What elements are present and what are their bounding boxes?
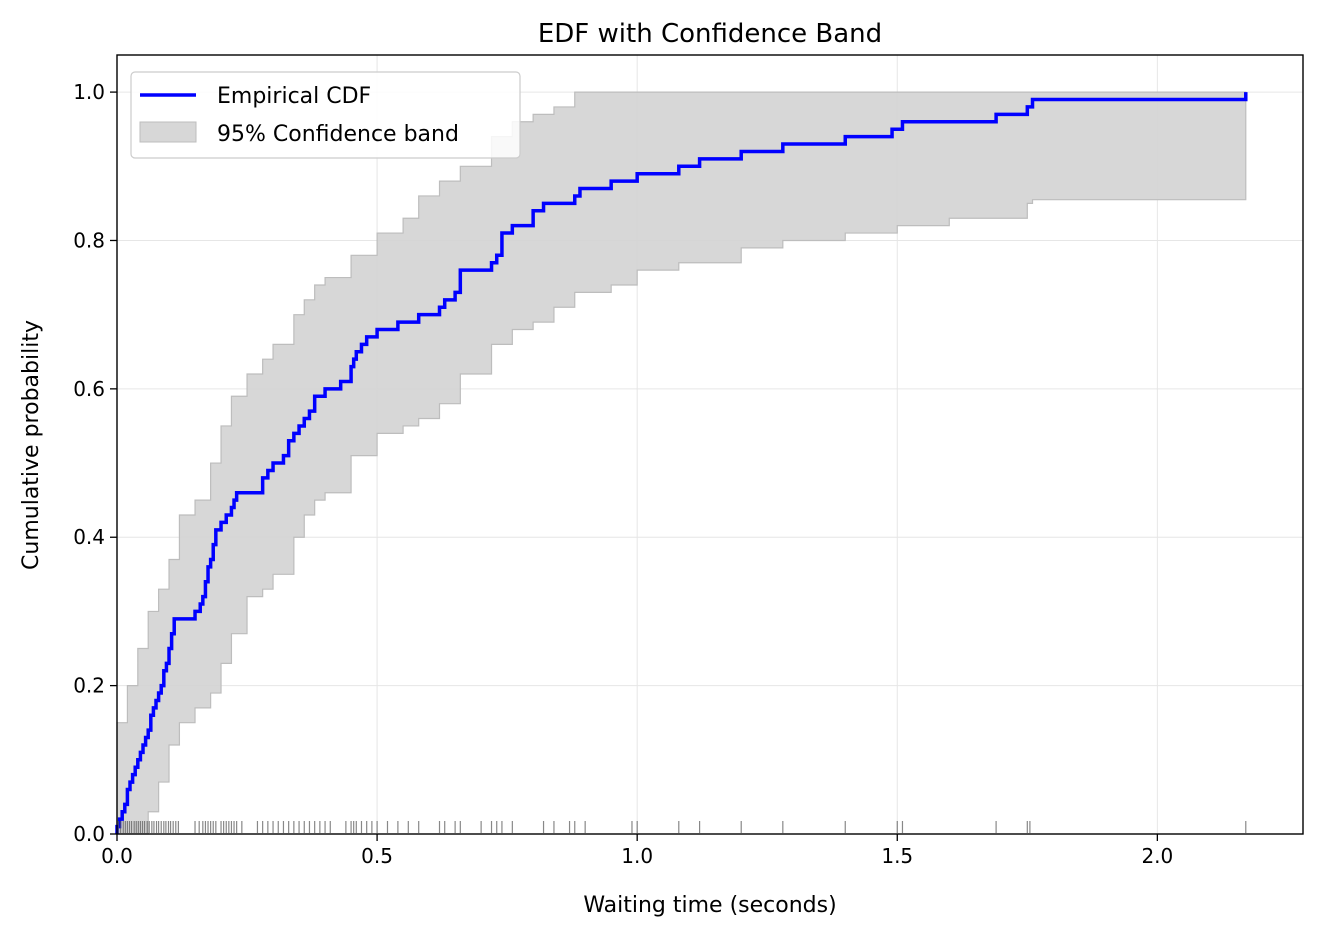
y-tick-label-5: 1.0 bbox=[73, 80, 105, 104]
legend-label-band: 95% Confidence band bbox=[217, 122, 459, 147]
y-tick-label-0: 0.0 bbox=[73, 822, 105, 846]
ecdf-line-layer bbox=[115, 92, 1248, 834]
legend: Empirical CDF 95% Confidence band bbox=[130, 71, 521, 159]
confidence-band-layer bbox=[116, 91, 1247, 835]
x-tick-label-4: 2.0 bbox=[1141, 844, 1173, 868]
y-tick-label-4: 0.8 bbox=[73, 228, 105, 252]
chart-title: EDF with Confidence Band bbox=[538, 19, 882, 49]
x-tick-label-0: 0.0 bbox=[101, 844, 133, 868]
x-tick-label-2: 1.0 bbox=[621, 844, 653, 868]
y-tick-label-3: 0.6 bbox=[73, 377, 105, 401]
plot-frame bbox=[116, 54, 1304, 835]
x-tick-label-3: 1.5 bbox=[881, 844, 913, 868]
x-tick-label-1: 0.5 bbox=[361, 844, 393, 868]
legend-band-swatch bbox=[139, 121, 197, 143]
ecdf-step-line bbox=[115, 92, 1248, 834]
legend-frame bbox=[130, 71, 521, 159]
legend-label-ecdf: Empirical CDF bbox=[217, 84, 371, 109]
x-axis-ticks: 0.0 0.5 1.0 1.5 2.0 bbox=[101, 834, 1173, 868]
y-axis-label: Cumulative probability bbox=[19, 320, 44, 570]
y-tick-label-1: 0.2 bbox=[73, 674, 105, 698]
rug-marks bbox=[117, 821, 1247, 833]
y-tick-label-2: 0.4 bbox=[73, 525, 105, 549]
x-axis-label: Waiting time (seconds) bbox=[583, 893, 836, 918]
confidence-band bbox=[116, 91, 1247, 835]
y-axis-ticks: 0.0 0.2 0.4 0.6 0.8 1.0 bbox=[73, 80, 117, 846]
